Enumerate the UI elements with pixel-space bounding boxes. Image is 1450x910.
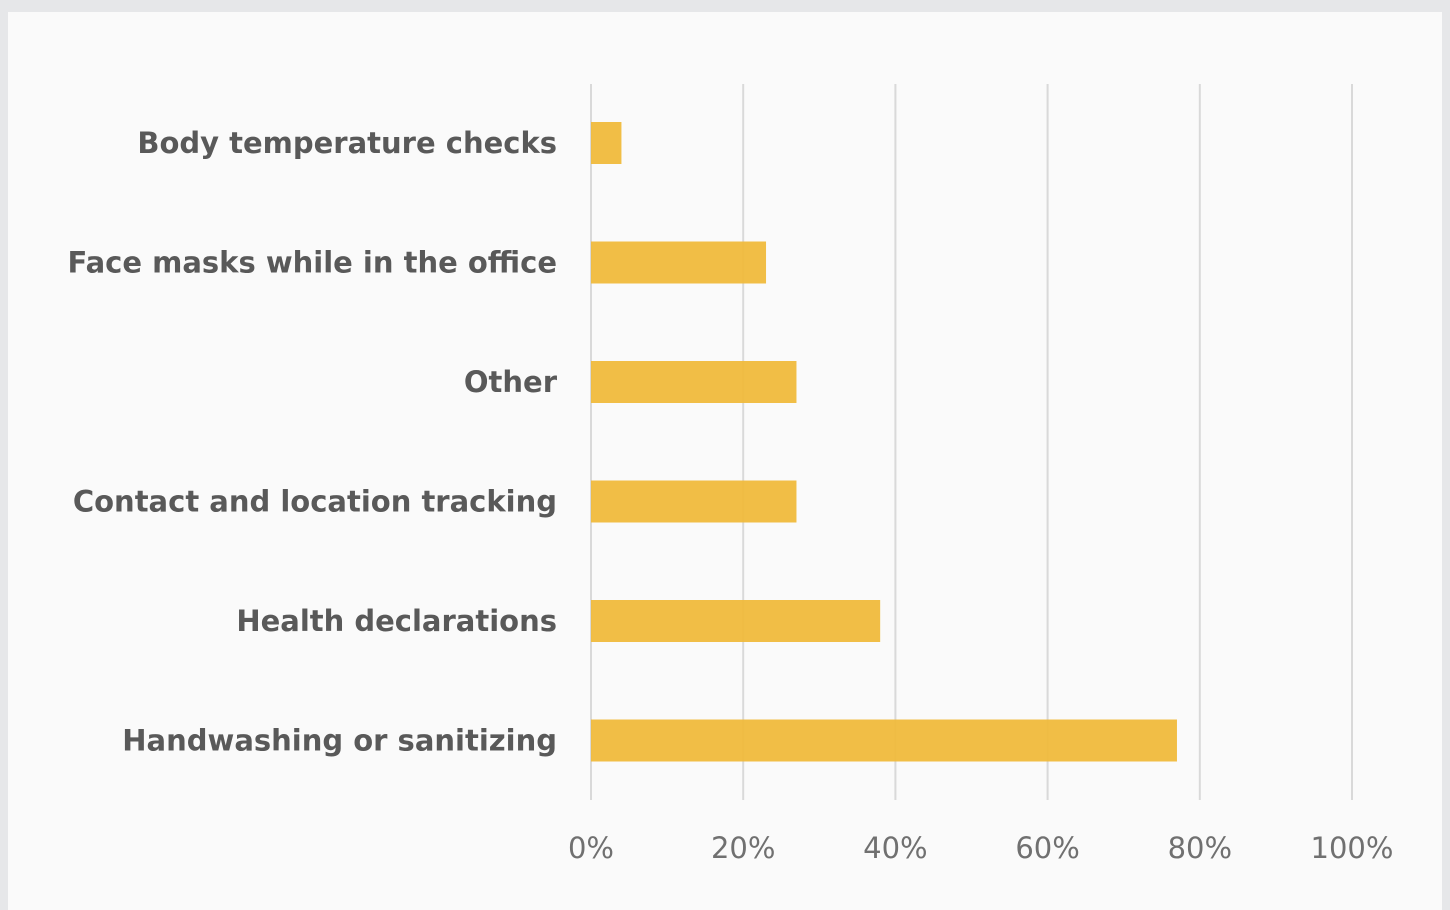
bar-2 [591, 241, 767, 284]
gridlines [590, 84, 1353, 800]
bar-5 [591, 600, 881, 642]
x-tick-label-20: 20% [711, 831, 775, 865]
bar-4 [591, 480, 797, 523]
bar-1 [591, 122, 622, 164]
x-tick-label-100: 100% [1311, 831, 1394, 865]
category-label-2: Face masks while in the office [68, 246, 558, 280]
bar-6 [591, 719, 1177, 762]
category-label-4: Contact and location tracking [73, 485, 557, 519]
x-tick-labels: 0% 20% 40% 60% 80% 100% [568, 831, 1393, 865]
category-label-3: Other [464, 365, 558, 399]
category-labels: Body temperature checks Face masks while … [68, 126, 558, 758]
bar-3 [591, 361, 797, 403]
category-label-6: Handwashing or sanitizing [122, 724, 557, 758]
category-label-5: Health declarations [236, 604, 557, 638]
x-tick-label-40: 40% [863, 831, 927, 865]
bars [591, 122, 1177, 762]
x-tick-label-0: 0% [568, 831, 614, 865]
x-tick-label-80: 80% [1168, 831, 1232, 865]
category-label-1: Body temperature checks [137, 126, 557, 160]
x-tick-label-60: 60% [1015, 831, 1079, 865]
